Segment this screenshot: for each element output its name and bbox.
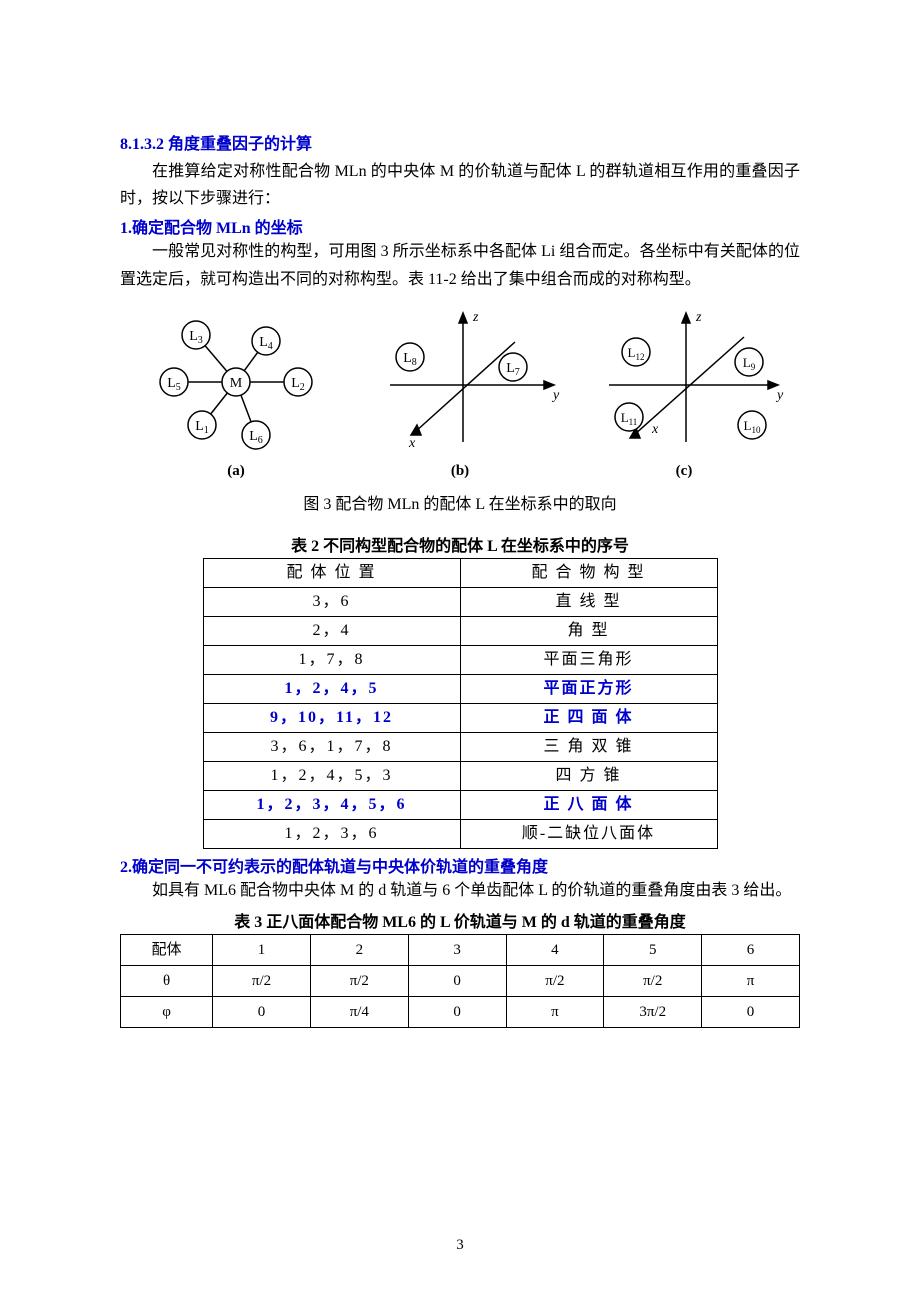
paragraph-3: 如具有 ML6 配合物中央体 M 的 d 轨道与 6 个单齿配体 L 的价轨道的… <box>120 877 800 904</box>
table-row: 配 体 位 置 配 合 物 构 型 <box>203 558 717 587</box>
table-cell: 平面正方形 <box>460 674 717 703</box>
diagram-c-icon: L12 L9 L11 L10 z y x <box>574 307 794 457</box>
table-header: 6 <box>702 934 800 965</box>
table-cell: π/2 <box>506 965 604 996</box>
table-header: 配 体 位 置 <box>203 558 460 587</box>
table-cell: 0 <box>408 965 506 996</box>
table-row: 2，4角 型 <box>203 616 717 645</box>
svg-text:x: x <box>651 422 659 437</box>
table-row: 9，10，11，12正 四 面 体 <box>203 703 717 732</box>
step2-heading: 2.确定同一不可约表示的配体轨道与中央体价轨道的重叠角度 <box>120 853 800 877</box>
table-header: 配体 <box>121 934 213 965</box>
page-number: 3 <box>0 1237 920 1254</box>
table-cell: 三 角 双 锥 <box>460 732 717 761</box>
table-cell: 四 方 锥 <box>460 761 717 790</box>
table-2: 配 体 位 置 配 合 物 构 型 3，6直 线 型 2，4角 型 1，7，8平… <box>203 558 718 849</box>
table-cell: 3π/2 <box>604 996 702 1027</box>
svg-text:y: y <box>551 388 560 403</box>
table-cell: φ <box>121 996 213 1027</box>
table-header: 1 <box>213 934 311 965</box>
table-cell: π <box>702 965 800 996</box>
table-row: 1，7，8平面三角形 <box>203 645 717 674</box>
table-cell: π/2 <box>310 965 408 996</box>
table-cell: 9，10，11，12 <box>203 703 460 732</box>
table-cell: 1，2，3，4，5，6 <box>203 790 460 819</box>
table-row: 1，2，3，4，5，6正 八 面 体 <box>203 790 717 819</box>
table-row: 1，2，4，5，3四 方 锥 <box>203 761 717 790</box>
table-cell: π <box>506 996 604 1027</box>
table-cell: 直 线 型 <box>460 587 717 616</box>
table-row: 1，2，4，5平面正方形 <box>203 674 717 703</box>
diagram-b-icon: L8 L7 z y x <box>355 307 565 457</box>
table-row: 配体 1 2 3 4 5 6 <box>121 934 800 965</box>
table-cell: π/2 <box>604 965 702 996</box>
table-cell: 平面三角形 <box>460 645 717 674</box>
table-cell: 3，6，1，7，8 <box>203 732 460 761</box>
table-cell: 1，7，8 <box>203 645 460 674</box>
table-cell: 0 <box>213 996 311 1027</box>
table-header: 2 <box>310 934 408 965</box>
svg-text:y: y <box>775 388 784 403</box>
panel-c-label: (c) <box>676 463 693 480</box>
table-cell: 0 <box>408 996 506 1027</box>
figure-caption: 图 3 配合物 MLn 的配体 L 在坐标系中的取向 <box>120 490 800 514</box>
table-cell: θ <box>121 965 213 996</box>
svg-text:x: x <box>408 436 416 451</box>
table-header: 4 <box>506 934 604 965</box>
figure-panel-a: M L3 L4 L5 L2 L1 L6 (a) <box>124 307 348 480</box>
table-header: 配 合 物 构 型 <box>460 558 717 587</box>
panel-b-label: (b) <box>451 463 469 480</box>
figure-panel-b: L8 L7 z y x (b) <box>348 307 572 480</box>
section-heading: 8.1.3.2 角度重叠因子的计算 <box>120 130 800 154</box>
table-header: 3 <box>408 934 506 965</box>
table-row: φ 0 π/4 0 π 3π/2 0 <box>121 996 800 1027</box>
svg-text:z: z <box>472 310 479 325</box>
table2-caption: 表 2 不同构型配合物的配体 L 在坐标系中的序号 <box>120 532 800 556</box>
table-row: 3，6，1，7，8三 角 双 锥 <box>203 732 717 761</box>
table-row: 1，2，3，6顺-二缺位八面体 <box>203 819 717 848</box>
panel-a-label: (a) <box>227 463 245 480</box>
table-cell: 1，2，3，6 <box>203 819 460 848</box>
table-row: 3，6直 线 型 <box>203 587 717 616</box>
table-cell: π/4 <box>310 996 408 1027</box>
table-cell: 正 八 面 体 <box>460 790 717 819</box>
table-3: 配体 1 2 3 4 5 6 θ π/2 π/2 0 π/2 π/2 π φ 0… <box>120 934 800 1028</box>
paragraph-2: 一般常见对称性的构型，可用图 3 所示坐标系中各配体 Li 组合而定。各坐标中有… <box>120 238 800 292</box>
table-cell: 角 型 <box>460 616 717 645</box>
figure-3: M L3 L4 L5 L2 L1 L6 (a) <box>124 307 796 480</box>
table-cell: 3，6 <box>203 587 460 616</box>
table-cell: π/2 <box>213 965 311 996</box>
table-cell: 2，4 <box>203 616 460 645</box>
figure-panel-c: L12 L9 L11 L10 z y x (c) <box>572 307 796 480</box>
svg-text:M: M <box>230 376 243 391</box>
step1-heading: 1.确定配合物 MLn 的坐标 <box>120 214 800 238</box>
table-cell: 顺-二缺位八面体 <box>460 819 717 848</box>
table-cell: 正 四 面 体 <box>460 703 717 732</box>
paragraph-1: 在推算给定对称性配合物 MLn 的中央体 M 的价轨道与配体 L 的群轨道相互作… <box>120 158 800 212</box>
table-cell: 0 <box>702 996 800 1027</box>
diagram-a-icon: M L3 L4 L5 L2 L1 L6 <box>146 307 326 457</box>
svg-text:z: z <box>695 310 702 325</box>
table3-caption: 表 3 正八面体配合物 ML6 的 L 价轨道与 M 的 d 轨道的重叠角度 <box>120 908 800 932</box>
page: 8.1.3.2 角度重叠因子的计算 在推算给定对称性配合物 MLn 的中央体 M… <box>0 0 920 1302</box>
table-header: 5 <box>604 934 702 965</box>
table-cell: 1，2，4，5 <box>203 674 460 703</box>
table-row: θ π/2 π/2 0 π/2 π/2 π <box>121 965 800 996</box>
table-cell: 1，2，4，5，3 <box>203 761 460 790</box>
